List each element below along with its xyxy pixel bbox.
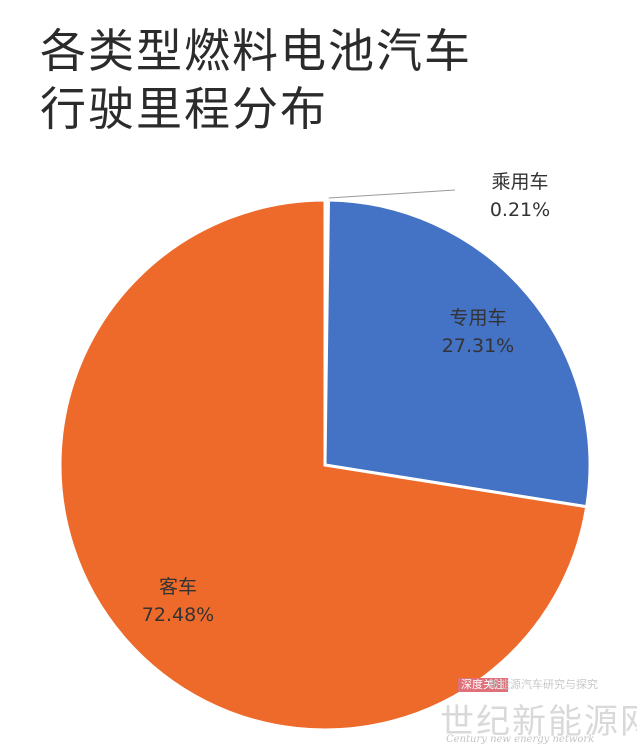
pie-slices xyxy=(58,198,592,732)
pie-slice-2 xyxy=(323,198,592,509)
chart-title: 各类型燃料电池汽车 行驶里程分布 xyxy=(40,22,472,138)
watermark-english: Century new energy network xyxy=(446,734,595,745)
leader-line-passenger-car xyxy=(328,189,456,199)
chart-title-line-2: 行驶里程分布 xyxy=(40,82,328,136)
slice-label-1: 乘用车 xyxy=(491,171,548,193)
watermark-logo-text: 世纪新能源网 xyxy=(440,702,637,742)
chart-title-line-1: 各类型燃料电池汽车 xyxy=(40,24,472,78)
slice-label-2: 专用车 xyxy=(449,307,506,329)
slice-label-3: 客车 xyxy=(159,576,197,598)
watermark: 深度关注 新能源汽车研究与探究 世纪新能源网 Century new energ… xyxy=(440,676,637,746)
slice-value-2: 27.31% xyxy=(442,335,514,357)
pie-labels: 乘用车 0.21% 专用车 27.31% 客车 72.48% xyxy=(142,171,550,626)
watermark-subtitle: 新能源汽车研究与探究 xyxy=(488,678,598,691)
slice-value-3: 72.48% xyxy=(142,604,214,626)
slice-value-1: 0.21% xyxy=(490,199,550,221)
watermark-tag: 深度关注 xyxy=(458,678,508,692)
pie-slice-3 xyxy=(58,198,589,732)
